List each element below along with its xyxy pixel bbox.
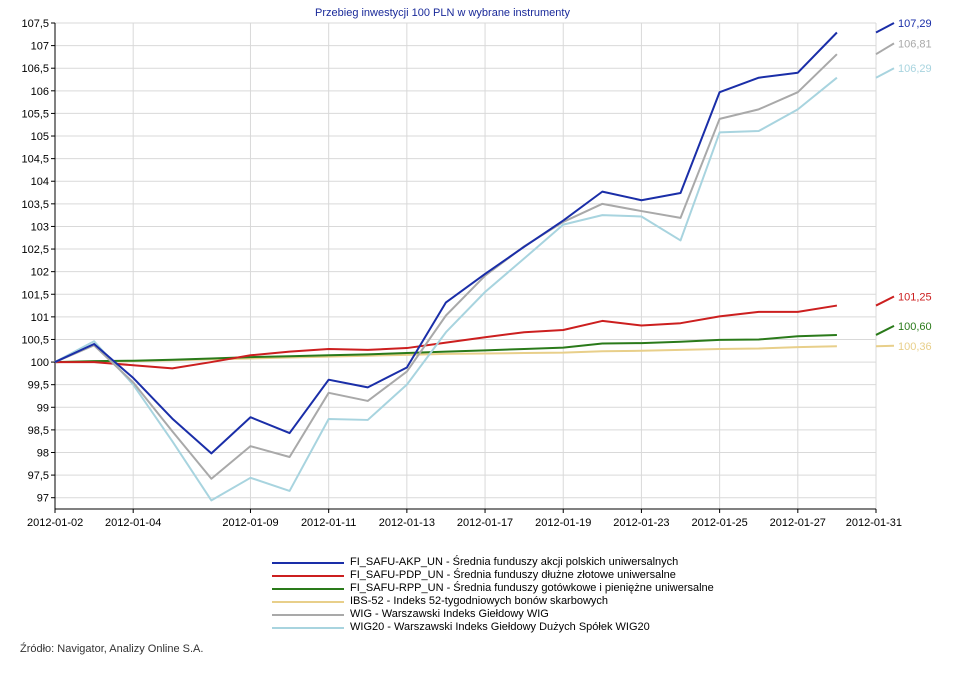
chart-title: Przebieg inwestycji 100 PLN w wybrane in… (315, 7, 570, 19)
series-line-4 (54, 53, 838, 480)
legend-label: FI_SAFU-AKP_UN - Średnia funduszy akcji … (350, 556, 679, 568)
y-tick-label: 104,5 (21, 154, 49, 166)
series-line-0 (54, 31, 838, 455)
legend-label: FI_SAFU-PDP_UN - Średnia funduszy dłużne… (350, 569, 676, 581)
legend: FI_SAFU-AKP_UN - Średnia funduszy akcji … (272, 556, 714, 634)
y-tick-label: 102 (31, 267, 49, 279)
y-tick-label: 105 (31, 131, 49, 143)
y-tick-label: 107,5 (21, 18, 49, 30)
legend-item: WIG - Warszawski Indeks Giełdowy WIG (272, 608, 714, 621)
x-tick-label: 2012-01-09 (222, 517, 278, 529)
y-tick-label: 100 (31, 357, 49, 369)
series-tail-4 (875, 42, 895, 56)
source-note: Źródło: Navigator, Analizy Online S.A. (20, 643, 204, 655)
x-tick-label: 2012-01-13 (379, 517, 435, 529)
legend-label: WIG - Warszawski Indeks Giełdowy WIG (350, 608, 549, 620)
legend-swatch (272, 626, 344, 629)
series-tail-0 (875, 22, 895, 34)
y-tick-label: 107 (31, 41, 49, 53)
series-line-5 (54, 76, 838, 502)
series-lines (54, 22, 895, 502)
y-tick-label: 97 (37, 493, 49, 505)
series-tail-1 (875, 295, 895, 307)
legend-label: WIG20 - Warszawski Indeks Giełdowy Dużyc… (350, 621, 650, 633)
legend-item: WIG20 - Warszawski Indeks Giełdowy Dużyc… (272, 621, 714, 634)
legend-swatch (272, 574, 344, 577)
x-tick-label: 2012-01-02 (27, 517, 83, 529)
y-tick-label: 102,5 (21, 244, 49, 256)
end-label-0: 107,29 (898, 18, 932, 30)
y-tick-label: 100,5 (21, 334, 49, 346)
end-label-4: 106,81 (898, 38, 932, 50)
axes: 97 97,5 98 98,5 99 99,5 100 100,5 101 101,5 102 102… (21, 18, 902, 529)
x-tick-label: 2012-01-23 (613, 517, 669, 529)
end-labels: 100,36 100,60 101,25 106,29 106,81 107,29 (898, 18, 932, 353)
legend-item: FI_SAFU-RPP_UN - Średnia funduszy gotówk… (272, 582, 714, 595)
end-label-2: 100,60 (898, 321, 932, 333)
legend-label: IBS-52 - Indeks 52-tygodniowych bonów sk… (350, 595, 609, 607)
y-tick-label: 103,5 (21, 199, 49, 211)
y-tick-label: 104 (31, 176, 49, 188)
y-tick-label: 106 (31, 86, 49, 98)
y-tick-label: 105,5 (21, 108, 49, 120)
series-tail-5 (875, 67, 895, 79)
y-tick-label: 98 (37, 447, 49, 459)
x-tick-label: 2012-01-31 (846, 517, 902, 529)
series-tail-2 (875, 325, 895, 336)
legend-item: FI_SAFU-AKP_UN - Średnia funduszy akcji … (272, 556, 714, 569)
end-label-1: 101,25 (898, 292, 932, 304)
x-tick-label: 2012-01-04 (105, 517, 161, 529)
legend-swatch (272, 561, 344, 564)
legend-swatch (272, 587, 344, 590)
y-tick-label: 99 (37, 402, 49, 414)
legend-item: IBS-52 - Indeks 52-tygodniowych bonów sk… (272, 595, 714, 608)
x-tick-label: 2012-01-17 (457, 517, 513, 529)
line-chart: 97 97,5 98 98,5 99 99,5 100 100,5 101 101,5 102 102… (21, 18, 932, 529)
legend-label: FI_SAFU-RPP_UN - Średnia funduszy gotówk… (350, 582, 714, 594)
series-line-2 (54, 333, 837, 364)
x-tick-label: 2012-01-27 (770, 517, 826, 529)
y-tick-label: 97,5 (28, 470, 49, 482)
end-label-3: 100,36 (898, 341, 932, 353)
end-label-5: 106,29 (898, 63, 932, 75)
y-tick-label: 98,5 (28, 425, 49, 437)
y-tick-label: 106,5 (21, 63, 49, 75)
legend-swatch (272, 613, 344, 616)
y-tick-label: 103 (31, 221, 49, 233)
legend-item: FI_SAFU-PDP_UN - Średnia funduszy dłużne… (272, 569, 714, 582)
grid (54, 22, 877, 509)
series-line-1 (55, 304, 838, 370)
x-tick-label: 2012-01-11 (301, 517, 356, 529)
y-tick-label: 101 (31, 312, 49, 324)
legend-swatch (272, 600, 344, 603)
y-tick-label: 99,5 (28, 380, 49, 392)
x-tick-label: 2012-01-19 (535, 517, 591, 529)
y-tick-label: 101,5 (21, 289, 49, 301)
x-tick-label: 2012-01-25 (691, 517, 747, 529)
